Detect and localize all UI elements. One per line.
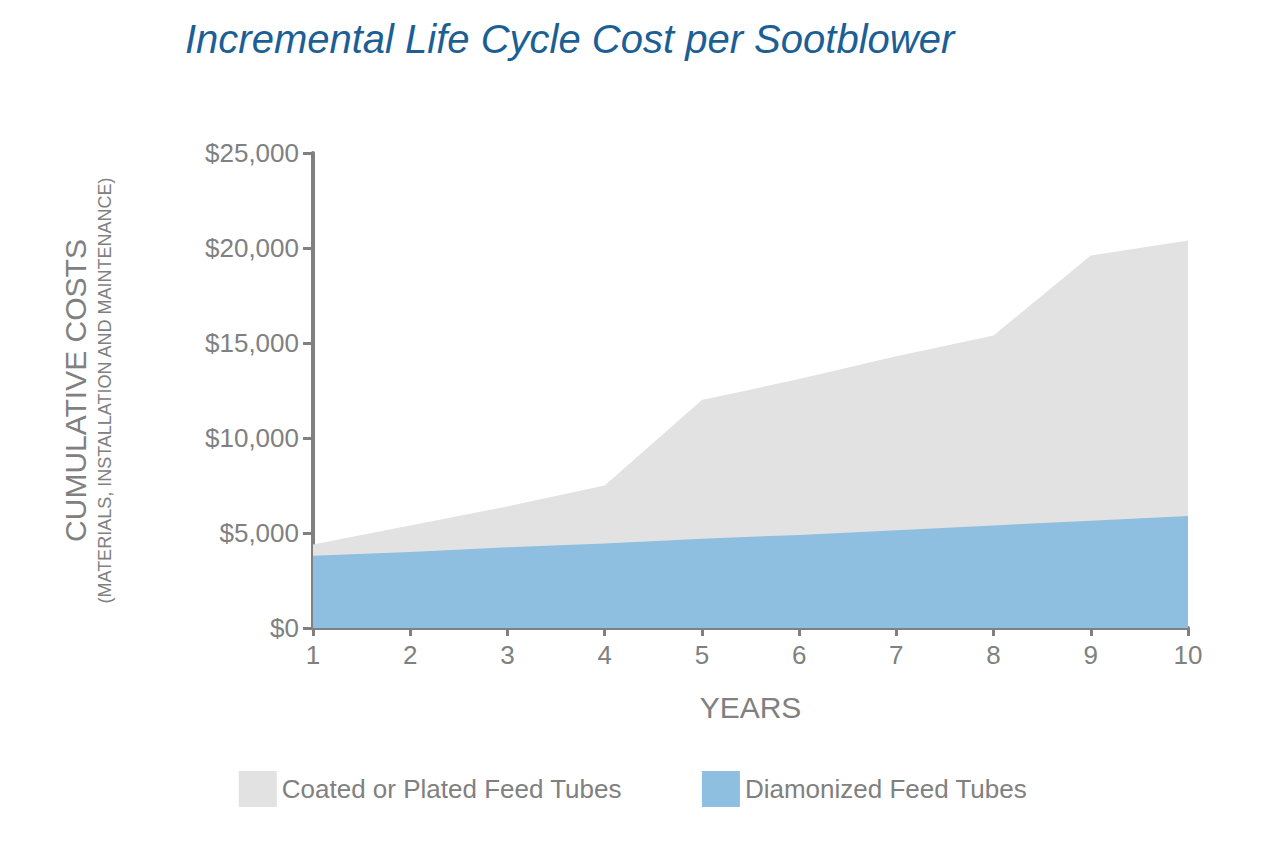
svg-text:YEARS: YEARS: [700, 691, 802, 724]
svg-text:$0: $0: [270, 613, 299, 643]
svg-text:10: 10: [1174, 640, 1203, 670]
svg-text:5: 5: [695, 640, 709, 670]
svg-text:$15,000: $15,000: [205, 328, 299, 358]
svg-text:4: 4: [597, 640, 611, 670]
svg-text:8: 8: [986, 640, 1000, 670]
svg-text:CUMULATIVE COSTS: CUMULATIVE COSTS: [59, 239, 92, 542]
svg-text:Diamonized Feed Tubes: Diamonized Feed Tubes: [745, 774, 1027, 804]
svg-text:$5,000: $5,000: [219, 518, 299, 548]
svg-text:6: 6: [792, 640, 806, 670]
svg-text:2: 2: [403, 640, 417, 670]
svg-text:(MATERIALS, INSTALLATION AND M: (MATERIALS, INSTALLATION AND MAINTENANCE…: [95, 177, 115, 603]
svg-text:$10,000: $10,000: [205, 423, 299, 453]
svg-text:7: 7: [889, 640, 903, 670]
svg-text:$20,000: $20,000: [205, 233, 299, 263]
svg-text:Coated or Plated Feed Tubes: Coated or Plated Feed Tubes: [282, 774, 622, 804]
svg-text:3: 3: [500, 640, 514, 670]
svg-text:Incremental Life Cycle Cost pe: Incremental Life Cycle Cost per Sootblow…: [185, 17, 956, 61]
svg-text:9: 9: [1084, 640, 1098, 670]
svg-text:$25,000: $25,000: [205, 138, 299, 168]
svg-text:1: 1: [306, 640, 320, 670]
